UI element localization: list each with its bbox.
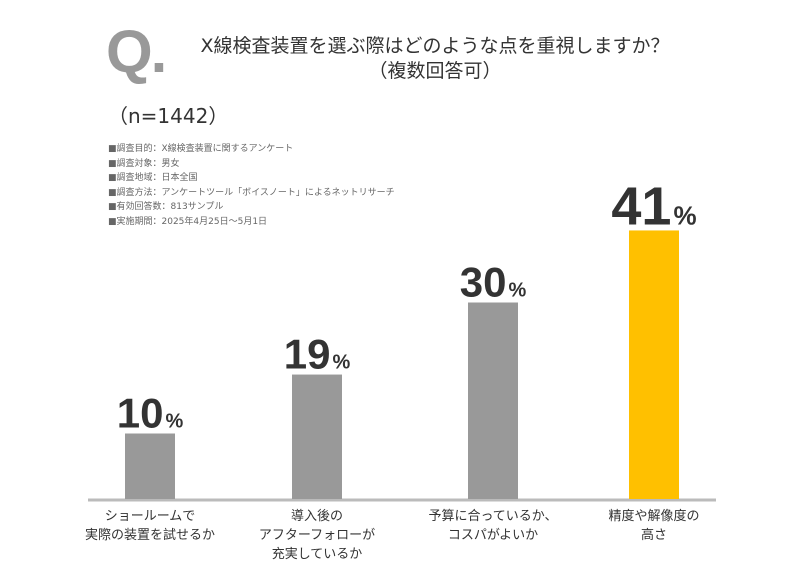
category-label-line: 予算に合っているか、 [428,509,558,524]
survey-info-line: ■調査方法：アンケートツール「ボイスノート」によるネットリサーチ [108,187,395,198]
data-label: 41% [611,176,696,236]
survey-info-line: ■実施期間：2025年4月25日～5月1日 [108,216,268,227]
data-label: 10% [117,390,184,437]
category-label-line: 充実しているか [271,547,363,562]
category-label: 精度や解像度の 高さ [574,507,734,545]
bar [125,433,175,499]
category-label: ショールームで実際の装置を試せるか [70,507,230,545]
question-line-1: X線検査装置を選ぶ際はどのような点を重視しますか？ [200,35,670,57]
category-label-line: 実際の装置を試せるか [84,528,215,543]
survey-info-line: ■調査目的：X線検査装置に関するアンケート [108,144,294,154]
category-label-line: ショールームで [104,509,196,524]
data-label: 19% [284,331,351,378]
survey-info-line: ■調査対象：男女 [108,158,180,169]
bar [292,374,342,499]
category-label-line: 精度や解像度の [608,509,700,524]
survey-info-line: ■有効回答数：813サンプル [108,202,224,212]
category-label: 予算に合っているか、 コスパがよいか [413,507,573,545]
category-label-line: コスパがよいか [447,528,539,543]
survey-info-line: ■調査地域：日本全国 [108,173,198,183]
question-text: X線検査装置を選ぶ際はどのような点を重視しますか？ （複数回答可） [170,34,700,84]
survey-info: ■調査目的：X線検査装置に関するアンケート ■調査対象：男女 ■調査地域：日本全… [108,142,395,229]
category-label-line: 導入後の [290,509,343,524]
question-mark: Q. [106,18,167,85]
bar [629,230,679,499]
data-label: 30% [460,259,527,306]
sample-size: （n=1442） [108,104,229,128]
bar [468,302,518,499]
category-label: 導入後のアフターフォローが 充実しているか [237,507,397,564]
category-label-line: アフターフォローが [258,528,376,543]
question-line-2: （複数回答可） [368,60,502,82]
category-label-line: 高さ [640,528,667,543]
